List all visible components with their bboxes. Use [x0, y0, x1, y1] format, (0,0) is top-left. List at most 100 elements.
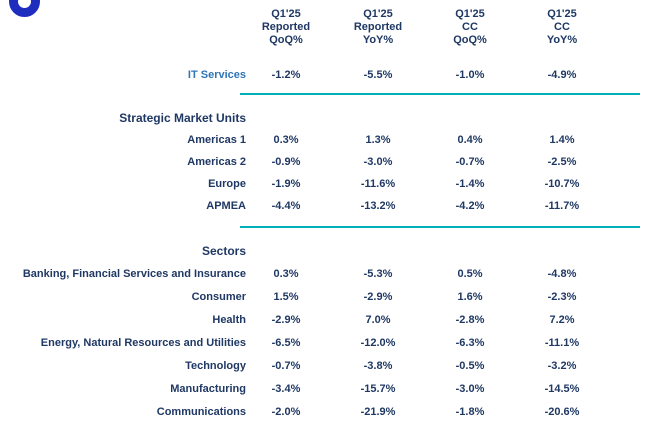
table-row-europe: Europe -1.9% -11.6% -1.4% -10.7%: [0, 173, 646, 195]
value-cell: -11.6%: [360, 178, 396, 190]
header-line: Reported: [261, 21, 311, 33]
teal-divider: [240, 226, 640, 228]
value-cell: -6.5%: [271, 336, 301, 349]
row-label: Americas 1: [187, 134, 246, 146]
table-row-energy-natural-resources-utilities: Energy, Natural Resources and Utilities …: [0, 331, 646, 354]
value-cell: -0.9%: [271, 156, 301, 168]
row-label-cell: Europe: [0, 173, 246, 195]
row-label: Communications: [156, 405, 246, 418]
value-cell: -2.9%: [363, 290, 393, 303]
value-cell: -2.3%: [547, 290, 577, 303]
value-cell: -1.4%: [455, 178, 485, 190]
header-line: YoY%: [546, 34, 578, 46]
header-line: Reported: [353, 21, 403, 33]
row-label-cell: Technology: [0, 354, 246, 377]
value-cell: 7.2%: [549, 313, 575, 326]
row-label: IT Services: [187, 69, 246, 81]
value-cell: -4.2%: [455, 200, 485, 212]
header-line: YoY%: [362, 34, 394, 46]
value-cell: -1.0%: [455, 69, 485, 81]
table-header-row: Q1'25 Reported QoQ% Q1'25 Reported YoY% …: [0, 6, 646, 50]
value-cell: -2.8%: [455, 313, 485, 326]
row-label-cell: APMEA: [0, 195, 246, 217]
section-title: Sectors: [201, 244, 246, 258]
value-cell: -12.0%: [360, 336, 396, 349]
row-label: Consumer: [191, 290, 246, 303]
value-cell: -3.0%: [363, 156, 393, 168]
value-cell: -1.9%: [271, 178, 301, 190]
column-header-cc-yoy: Q1'25 CC YoY%: [516, 8, 608, 47]
value-cell: -0.5%: [455, 359, 485, 372]
section-title-cell: Sectors: [0, 240, 246, 262]
value-cell: -3.8%: [363, 359, 393, 372]
value-cell: -4.4%: [271, 200, 301, 212]
value-cell: -0.7%: [455, 156, 485, 168]
header-line: QoQ%: [453, 34, 487, 46]
value-cell: -11.7%: [544, 200, 580, 212]
header-line: Q1'25: [547, 8, 577, 20]
value-cell: -3.4%: [271, 382, 301, 395]
value-cell: -15.7%: [360, 382, 396, 395]
section-title-row-sectors: Sectors: [0, 240, 646, 262]
value-cell: -4.9%: [547, 69, 577, 81]
table-row-apmea: APMEA -4.4% -13.2% -4.2% -11.7%: [0, 195, 646, 217]
value-cell: -10.7%: [544, 178, 580, 190]
column-header-cc-qoq: Q1'25 CC QoQ%: [424, 8, 516, 47]
value-cell: 0.3%: [273, 267, 299, 280]
value-cell: -3.2%: [547, 359, 577, 372]
table-row-americas-2: Americas 2 -0.9% -3.0% -0.7% -2.5%: [0, 151, 646, 173]
header-line: CC: [462, 21, 478, 33]
row-label: Banking, Financial Services and Insuranc…: [22, 267, 246, 280]
column-header-reported-yoy: Q1'25 Reported YoY%: [332, 8, 424, 47]
row-label-cell: Americas 1: [0, 129, 246, 151]
section-title-cell: Strategic Market Units: [0, 107, 246, 129]
table-row-it-services: IT Services -1.2% -5.5% -1.0% -4.9%: [0, 64, 646, 86]
row-label: Technology: [185, 359, 246, 372]
growth-table: Q1'25 Reported QoQ% Q1'25 Reported YoY% …: [0, 6, 646, 423]
header-line: Q1'25: [363, 8, 393, 20]
value-cell: 0.5%: [457, 267, 483, 280]
row-label: Manufacturing: [170, 382, 246, 395]
row-label-cell: Banking, Financial Services and Insuranc…: [0, 262, 246, 285]
row-label-cell: Health: [0, 308, 246, 331]
header-line: Q1'25: [455, 8, 485, 20]
table-row-americas-1: Americas 1 0.3% 1.3% 0.4% 1.4%: [0, 129, 646, 151]
value-cell: -5.3%: [363, 267, 393, 280]
company-logo-icon: [9, 0, 40, 17]
row-label: Energy, Natural Resources and Utilities: [40, 336, 246, 349]
teal-divider: [240, 93, 640, 95]
row-label: APMEA: [206, 200, 246, 212]
value-cell: -2.5%: [547, 156, 577, 168]
value-cell: -6.3%: [455, 336, 485, 349]
row-label-cell: IT Services: [0, 64, 246, 86]
value-cell: -0.7%: [271, 359, 301, 372]
value-cell: -4.8%: [547, 267, 577, 280]
value-cell: 1.5%: [273, 290, 299, 303]
value-cell: -20.6%: [544, 405, 580, 418]
table-row-communications: Communications -2.0% -21.9% -1.8% -20.6%: [0, 400, 646, 423]
row-label-cell: Communications: [0, 400, 246, 423]
value-cell: -5.5%: [363, 69, 393, 81]
row-label: Europe: [208, 178, 246, 190]
table-row-bfsi: Banking, Financial Services and Insuranc…: [0, 262, 646, 285]
column-header-reported-qoq: Q1'25 Reported QoQ%: [240, 8, 332, 47]
table-row-health: Health -2.9% 7.0% -2.8% 7.2%: [0, 308, 646, 331]
value-cell: 7.0%: [365, 313, 391, 326]
value-cell: -21.9%: [360, 405, 396, 418]
row-label-cell: Consumer: [0, 285, 246, 308]
value-cell: -3.0%: [455, 382, 485, 395]
row-label-cell: Manufacturing: [0, 377, 246, 400]
row-label-cell: Energy, Natural Resources and Utilities: [0, 331, 246, 354]
value-cell: 0.4%: [457, 134, 483, 146]
row-label: Americas 2: [187, 156, 246, 168]
value-cell: 1.6%: [457, 290, 483, 303]
section-title: Strategic Market Units: [119, 111, 246, 125]
value-cell: 1.3%: [365, 134, 391, 146]
value-cell: 0.3%: [273, 134, 299, 146]
value-cell: -13.2%: [360, 200, 396, 212]
value-cell: -1.8%: [455, 405, 485, 418]
value-cell: -1.2%: [271, 69, 301, 81]
value-cell: 1.4%: [549, 134, 575, 146]
row-label: Health: [212, 313, 246, 326]
